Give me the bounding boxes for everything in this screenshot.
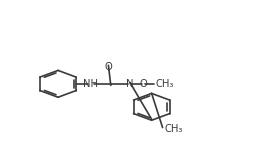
Text: O: O bbox=[139, 79, 147, 89]
Text: NH: NH bbox=[83, 79, 98, 89]
Text: N: N bbox=[126, 79, 133, 89]
Text: CH₃: CH₃ bbox=[155, 79, 173, 89]
Text: CH₃: CH₃ bbox=[164, 124, 183, 134]
Text: O: O bbox=[105, 62, 112, 72]
